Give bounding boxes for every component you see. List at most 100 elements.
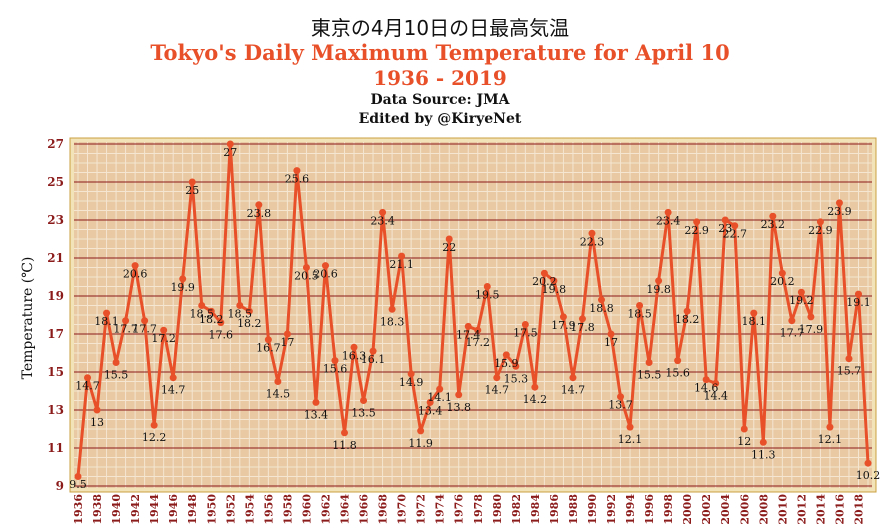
data-point	[360, 397, 368, 404]
chart-subtitle: 1936 - 2019	[373, 66, 507, 90]
y-tick-label: 27	[47, 137, 64, 151]
data-label: 11.8	[332, 439, 357, 452]
grid	[74, 142, 872, 488]
data-point	[283, 330, 291, 338]
data-label: 19.1	[846, 296, 871, 309]
data-point	[483, 283, 491, 290]
data-label: 9.5	[69, 478, 87, 491]
x-tick-label: 1992	[605, 494, 618, 525]
data-label: 14.7	[485, 384, 510, 397]
data-point	[559, 313, 567, 321]
data-point	[788, 317, 796, 325]
data-label: 19.2	[789, 294, 814, 307]
data-point	[512, 362, 520, 370]
data-labels: 9.5 14.7 13 18.1 15.5 17.7 20.6 17.7 12.2 17.2 14.…	[69, 146, 880, 491]
data-label: 20.2	[770, 275, 795, 288]
x-tick-label: 1996	[643, 494, 656, 525]
data-point	[131, 262, 139, 270]
data-label: 17	[604, 336, 618, 349]
data-point	[236, 302, 244, 309]
data-point	[531, 383, 539, 391]
data-point	[445, 235, 453, 243]
data-label: 16.7	[256, 342, 281, 355]
y-tick-label: 11	[47, 441, 64, 455]
data-label: 17.2	[151, 332, 176, 345]
x-tick-label: 1982	[510, 494, 523, 525]
data-label: 21.1	[389, 258, 414, 271]
data-point	[740, 425, 748, 433]
data-point	[550, 277, 558, 285]
data-label: 17.9	[551, 319, 576, 332]
y-tick-label: 23	[47, 213, 64, 227]
y-tick-label: 17	[47, 327, 64, 341]
data-point	[84, 374, 92, 382]
data-label: 19.8	[542, 283, 567, 296]
data-label: 10.2	[856, 469, 880, 482]
data-label: 17.9	[799, 323, 824, 336]
data-label: 20.5	[294, 270, 319, 283]
data-label: 14.5	[266, 388, 291, 401]
data-point	[807, 313, 815, 321]
data-point	[302, 264, 310, 271]
data-label: 15.6	[665, 367, 690, 380]
data-label: 17.7	[132, 323, 157, 336]
data-label: 17.5	[513, 327, 538, 340]
data-label: 15.3	[504, 372, 529, 385]
data-point	[569, 374, 577, 382]
data-point	[731, 222, 739, 230]
data-point	[578, 315, 586, 323]
data-point	[436, 385, 444, 393]
data-point	[293, 167, 301, 175]
data-point	[245, 307, 253, 315]
data-label: 17.8	[570, 321, 595, 334]
data-label: 13.7	[608, 399, 633, 412]
data-point	[464, 322, 472, 330]
data-label: 22.9	[808, 224, 833, 237]
data-label: 17.6	[209, 329, 234, 342]
x-tick-label: 1946	[167, 494, 180, 525]
data-label: 15.5	[637, 369, 662, 382]
data-point	[426, 398, 434, 406]
series	[74, 140, 872, 480]
y-tick-label: 25	[47, 175, 64, 189]
data-label: 22.9	[684, 224, 709, 237]
data-point	[379, 208, 387, 216]
x-tick-label: 2008	[757, 494, 770, 525]
data-label: 18.2	[675, 313, 700, 326]
data-point	[864, 459, 872, 467]
data-point	[312, 398, 320, 406]
data-label: 18.5	[189, 308, 214, 321]
data-label: 13.4	[304, 408, 329, 421]
data-point	[331, 357, 339, 365]
x-tick-label: 1998	[662, 494, 675, 525]
data-label: 14.9	[399, 376, 424, 389]
data-point	[607, 330, 615, 338]
data-point	[103, 309, 111, 317]
x-tick-label: 2014	[814, 494, 827, 525]
data-point	[369, 347, 377, 355]
data-label: 23.9	[827, 205, 852, 218]
x-tick-label: 1950	[205, 494, 218, 525]
data-label: 22.3	[580, 235, 605, 248]
data-point	[417, 427, 425, 435]
x-tick-label: 1986	[548, 494, 561, 525]
x-tick-label: 1994	[624, 494, 637, 525]
data-label: 14.1	[427, 391, 452, 404]
data-label: 11.3	[751, 448, 776, 461]
data-point	[617, 393, 625, 401]
data-point	[521, 321, 529, 328]
data-point	[179, 275, 187, 283]
data-label: 18.8	[589, 302, 614, 315]
data-label: 18.1	[742, 315, 767, 328]
data-point	[626, 423, 634, 431]
x-tick-label: 2018	[852, 494, 865, 525]
x-tick-label: 1958	[281, 494, 294, 525]
data-label: 15.7	[837, 365, 862, 378]
data-label: 19.5	[475, 289, 500, 302]
data-label: 18.3	[380, 315, 405, 328]
data-label: 27	[223, 146, 237, 159]
x-tick-label: 1942	[129, 494, 142, 525]
x-tick-label: 2004	[719, 494, 732, 525]
x-tick-label: 2006	[738, 494, 751, 525]
